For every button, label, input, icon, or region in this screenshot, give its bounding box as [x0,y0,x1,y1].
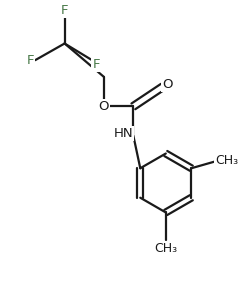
Text: O: O [98,100,109,113]
Text: CH₃: CH₃ [214,154,237,167]
Text: F: F [61,4,68,16]
Text: O: O [162,78,172,91]
Text: CH₃: CH₃ [154,242,177,255]
Text: F: F [92,58,99,71]
Text: HN: HN [113,127,133,140]
Text: F: F [26,54,34,67]
